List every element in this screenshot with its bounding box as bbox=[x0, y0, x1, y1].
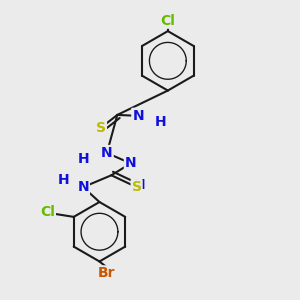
Text: Cl: Cl bbox=[40, 206, 55, 219]
Text: H: H bbox=[77, 152, 89, 166]
Text: N: N bbox=[132, 109, 144, 123]
Text: N: N bbox=[125, 156, 136, 170]
Text: S: S bbox=[96, 121, 106, 135]
Text: S: S bbox=[132, 180, 142, 194]
Text: N: N bbox=[77, 180, 89, 194]
Text: H: H bbox=[154, 115, 166, 129]
Text: H: H bbox=[58, 173, 70, 187]
Text: N: N bbox=[101, 146, 113, 160]
Text: Cl: Cl bbox=[160, 14, 175, 28]
Text: Br: Br bbox=[98, 266, 116, 280]
Text: H: H bbox=[134, 178, 146, 192]
